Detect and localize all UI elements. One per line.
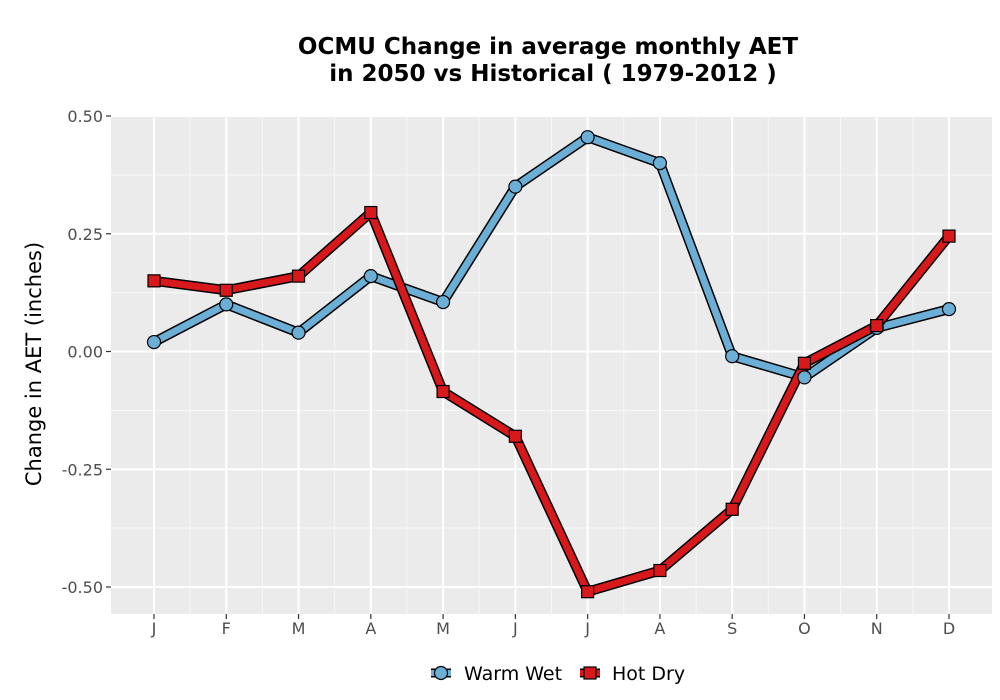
data-point bbox=[797, 370, 812, 385]
data-point bbox=[291, 269, 306, 283]
data-point bbox=[942, 229, 956, 243]
x-tick-label: A bbox=[365, 619, 376, 638]
series-layer bbox=[146, 130, 957, 599]
y-tick-label: 0.50 bbox=[67, 107, 103, 126]
data-point bbox=[364, 205, 378, 220]
data-point bbox=[219, 283, 233, 297]
y-tick-label: 0.00 bbox=[67, 343, 103, 362]
y-tick-label: -0.50 bbox=[62, 578, 103, 597]
data-point bbox=[219, 297, 234, 312]
data-point bbox=[870, 318, 884, 333]
data-point bbox=[291, 325, 306, 340]
y-tick-label: -0.25 bbox=[62, 460, 103, 479]
x-tick-label: J bbox=[512, 619, 518, 638]
y-tick-label: 0.25 bbox=[67, 225, 103, 244]
data-point bbox=[725, 502, 739, 516]
x-tick-label: F bbox=[222, 619, 231, 638]
data-point bbox=[580, 130, 595, 145]
x-tick-label: M bbox=[436, 619, 450, 638]
x-tick-label: O bbox=[798, 619, 811, 638]
y-axis-title: Change in AET (inches) bbox=[22, 242, 46, 486]
data-point bbox=[435, 294, 451, 310]
legend-label: Hot Dry bbox=[612, 663, 685, 685]
data-point bbox=[797, 356, 812, 370]
data-point bbox=[508, 179, 523, 194]
legend: Warm Wet Hot Dry bbox=[431, 663, 685, 685]
chart-title-line2: in 2050 vs Historical ( 1979-2012 ) bbox=[329, 61, 776, 87]
data-point bbox=[941, 302, 957, 317]
major-gridlines bbox=[111, 115, 992, 614]
data-point bbox=[147, 274, 161, 288]
x-tick-label: S bbox=[727, 619, 737, 638]
x-tick-label: J bbox=[151, 619, 157, 638]
x-tick-label: M bbox=[292, 619, 306, 638]
data-point bbox=[653, 563, 667, 578]
legend-key-marker bbox=[583, 666, 597, 680]
data-point bbox=[436, 384, 450, 399]
x-tick-label: D bbox=[943, 619, 955, 638]
minor-gridlines bbox=[111, 115, 992, 614]
data-point bbox=[363, 269, 378, 284]
series-line bbox=[153, 209, 952, 596]
data-point bbox=[652, 156, 668, 171]
data-point bbox=[725, 349, 740, 364]
series-line bbox=[152, 133, 950, 381]
x-tick-label: J bbox=[584, 619, 590, 638]
chart-title-line1: OCMU Change in average monthly AET bbox=[298, 34, 798, 60]
legend-label: Warm Wet bbox=[464, 663, 562, 685]
data-point bbox=[581, 585, 595, 599]
legend-key-marker bbox=[433, 665, 449, 681]
x-tick-label: A bbox=[654, 619, 665, 638]
x-tick-label: N bbox=[871, 619, 883, 638]
data-point bbox=[508, 429, 522, 443]
y-axis: -0.50 -0.25 0.00 0.25 0.50 bbox=[62, 107, 111, 597]
data-point bbox=[146, 334, 162, 350]
